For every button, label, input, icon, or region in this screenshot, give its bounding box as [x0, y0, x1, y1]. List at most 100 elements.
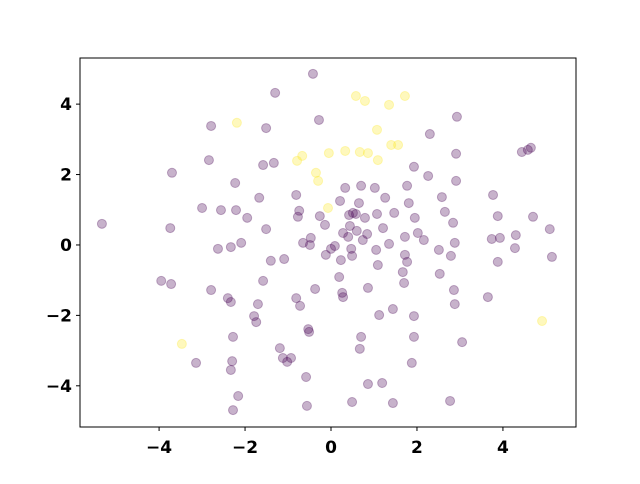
point [406, 357, 417, 368]
y-tick-label: 0 [60, 236, 72, 256]
point [510, 230, 521, 241]
point [228, 331, 239, 342]
point [384, 99, 395, 110]
point [347, 207, 358, 218]
point [344, 210, 355, 221]
y-tick-label: 4 [60, 95, 72, 115]
point [279, 254, 290, 265]
point [303, 324, 314, 335]
point [384, 238, 395, 249]
point [156, 275, 167, 286]
point [351, 225, 362, 236]
point [323, 202, 333, 213]
point [353, 198, 364, 209]
point [516, 147, 527, 158]
point [403, 198, 414, 209]
point [329, 241, 340, 252]
point [362, 282, 373, 293]
x-tick-label: 0 [325, 438, 337, 458]
point [310, 283, 321, 294]
point [408, 311, 419, 322]
point [166, 279, 177, 290]
point [418, 235, 429, 246]
point [338, 292, 349, 303]
point [397, 267, 408, 278]
point [227, 356, 238, 367]
point [236, 237, 247, 248]
point [291, 293, 302, 304]
point [268, 157, 279, 168]
x-tick-label: 2 [411, 438, 423, 458]
point [347, 250, 358, 261]
point [313, 175, 324, 186]
point [291, 189, 302, 200]
point [313, 114, 324, 125]
point [408, 331, 419, 342]
point [350, 208, 361, 219]
point [436, 192, 447, 203]
point [378, 223, 389, 234]
point [340, 182, 351, 193]
point [166, 167, 177, 178]
point [230, 177, 241, 188]
point [298, 237, 309, 248]
point [343, 231, 354, 242]
point [451, 111, 462, 122]
point [449, 299, 460, 310]
point [362, 229, 373, 240]
point [486, 233, 497, 244]
point [282, 356, 293, 367]
point [492, 211, 503, 222]
point [354, 147, 365, 158]
point [338, 227, 349, 238]
point [399, 249, 410, 260]
point [286, 352, 297, 363]
point [251, 317, 262, 328]
point [249, 311, 260, 322]
point [176, 338, 187, 349]
point [191, 357, 202, 368]
point [380, 192, 391, 203]
point [270, 87, 281, 98]
point [203, 155, 214, 166]
point [258, 275, 269, 286]
point [354, 343, 365, 354]
point [301, 400, 312, 411]
point [254, 192, 265, 203]
point [528, 211, 539, 222]
point [340, 145, 351, 156]
point [292, 211, 303, 222]
point [371, 208, 382, 219]
point [451, 148, 462, 159]
point [294, 205, 305, 216]
point [369, 182, 380, 193]
point [386, 139, 397, 150]
point [546, 251, 557, 262]
point [242, 212, 253, 223]
point [448, 217, 459, 228]
point [233, 391, 244, 402]
point [231, 205, 242, 216]
point [412, 227, 423, 238]
point [319, 219, 330, 230]
point [408, 161, 419, 172]
point [448, 285, 459, 296]
point [372, 260, 383, 271]
point [304, 239, 315, 250]
point [304, 326, 315, 337]
point [359, 95, 370, 106]
point [434, 268, 445, 279]
point [261, 224, 272, 235]
point [335, 195, 346, 206]
point [372, 155, 383, 166]
point [310, 167, 321, 178]
point [344, 220, 355, 231]
point [522, 144, 533, 155]
y-tick-label: 2 [60, 166, 72, 186]
point [356, 180, 367, 191]
point [335, 255, 346, 266]
point [222, 293, 233, 304]
point [445, 395, 456, 406]
